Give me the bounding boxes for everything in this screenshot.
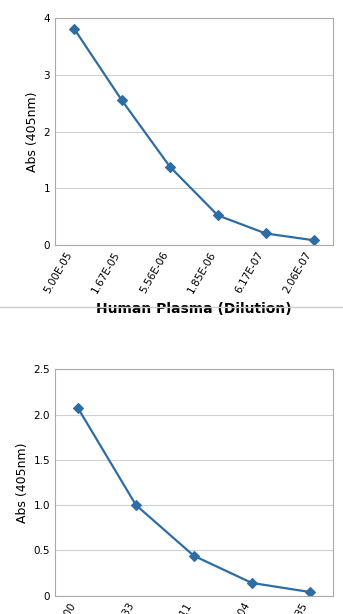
Y-axis label: Abs (405nm): Abs (405nm)	[26, 91, 39, 172]
X-axis label: Human Plasma (Dilution): Human Plasma (Dilution)	[96, 302, 292, 316]
Y-axis label: Abs (405nm): Abs (405nm)	[16, 442, 29, 523]
